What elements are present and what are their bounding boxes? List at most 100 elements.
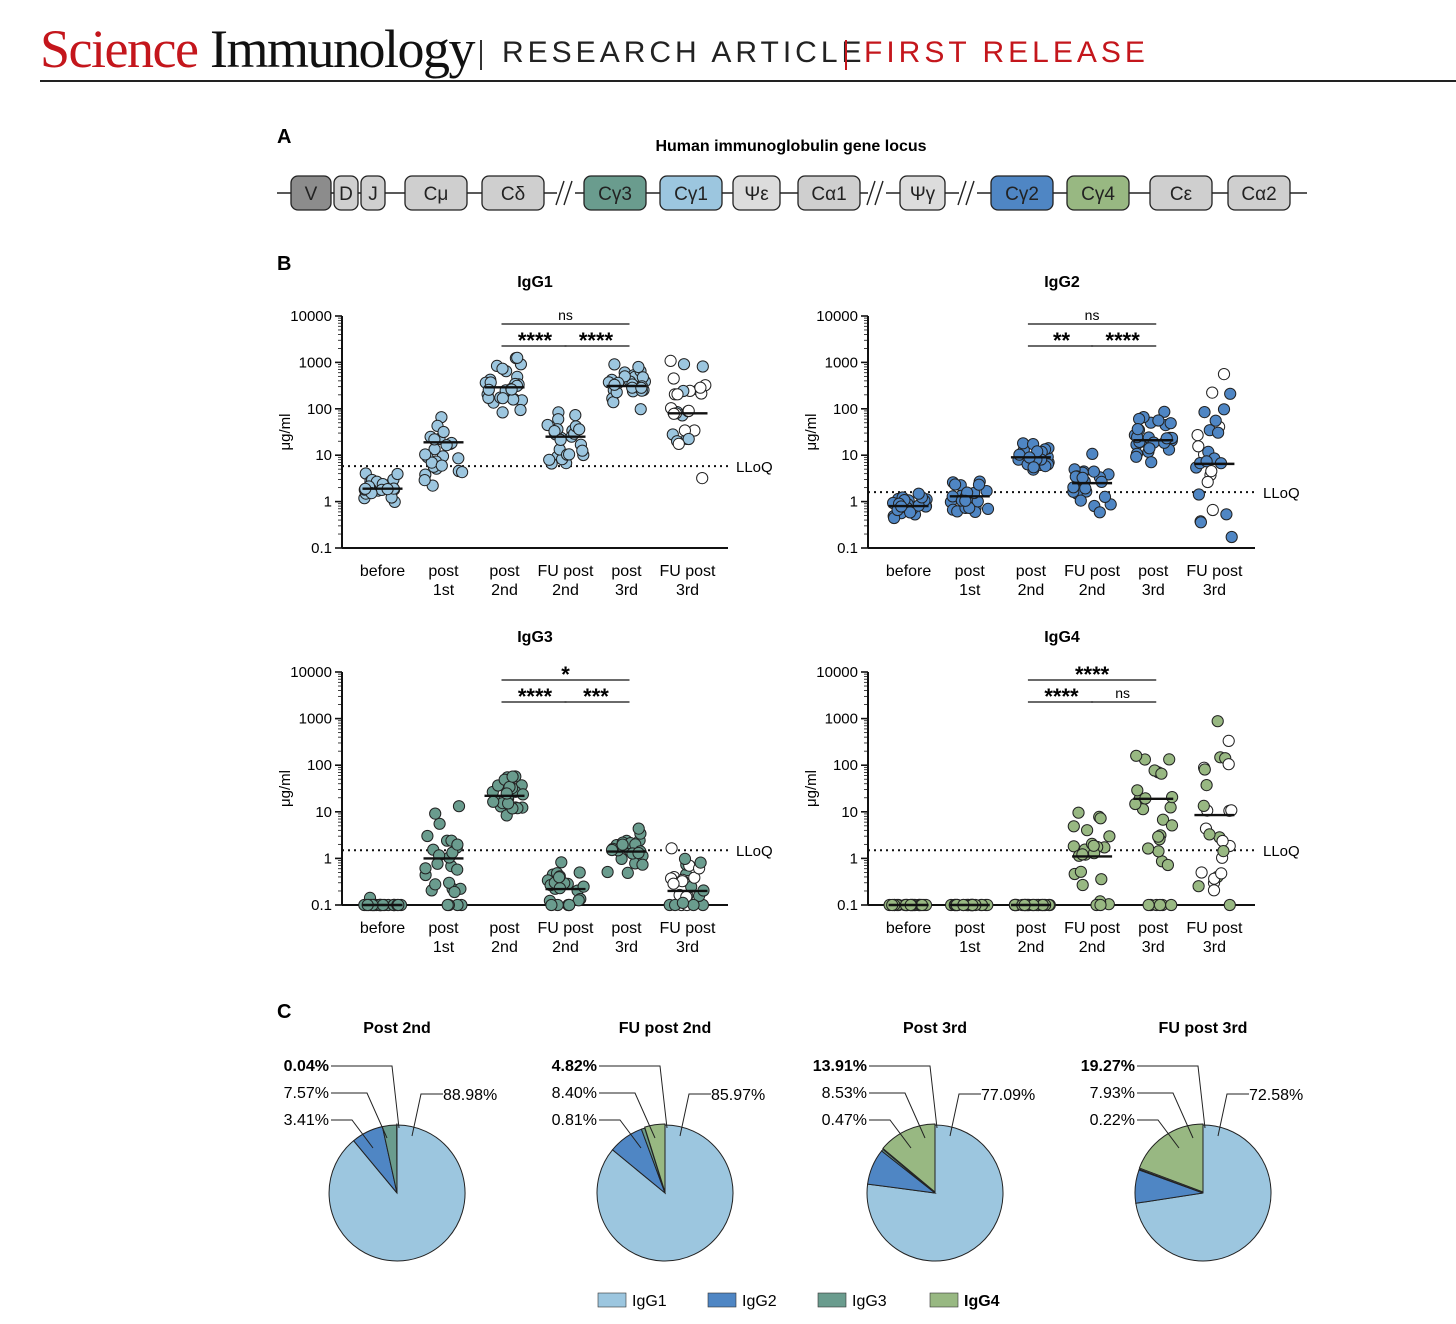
data-point (1160, 432, 1173, 445)
data-point (545, 898, 558, 912)
data-point (1155, 767, 1168, 780)
y-tick-label: 1 (850, 494, 858, 511)
data-point (1164, 801, 1177, 814)
data-point (1212, 426, 1225, 439)
data-point (1076, 878, 1089, 892)
gene-label: Cε (1170, 184, 1193, 205)
data-point (1067, 481, 1080, 494)
significance-label: **** (1106, 328, 1141, 353)
y-tick-label: 0.1 (837, 540, 858, 557)
data-point (1198, 763, 1211, 776)
gene-locus: V D J Cμ Cδ Cγ3 Cγ1 Ψε Cα1 Ψγ Cγ2 Cγ4 Cε Cα2 (277, 175, 1307, 211)
pie-leader-line (1217, 1093, 1249, 1137)
gene-label: Cγ3 (598, 184, 632, 205)
data-point (682, 432, 695, 446)
y-tick-label: 100 (833, 757, 858, 774)
data-point (1142, 842, 1155, 855)
y-tick-label: 0.1 (311, 897, 332, 914)
header-divider-red (845, 40, 847, 70)
data-point (1081, 824, 1094, 837)
data-point (569, 409, 582, 422)
data-point (418, 474, 431, 487)
data-point (496, 406, 509, 419)
data-point (1076, 471, 1089, 484)
data-point (1131, 423, 1144, 436)
x-tick-label: post (1138, 563, 1169, 580)
data-point (1217, 845, 1230, 858)
journal-name-science: Science (40, 19, 199, 79)
data-point (505, 383, 518, 396)
data-point (576, 444, 589, 457)
data-point (1198, 406, 1211, 419)
data-point (1165, 898, 1178, 912)
pie-slice-igg3 (1138, 1168, 1204, 1194)
panel-b-letter: B (277, 253, 291, 275)
data-point (607, 396, 620, 409)
panel-c-letter: C (277, 1001, 291, 1023)
data-point (616, 838, 629, 851)
x-tick-label: 1st (959, 582, 981, 599)
data-point (972, 478, 986, 491)
gene-label: D (339, 184, 353, 205)
y-tick-label: 1 (324, 494, 332, 511)
pie-slice-igg1 (866, 1124, 1004, 1262)
locus-break-mark (555, 180, 565, 206)
data-point (1079, 482, 1092, 495)
gene-label: Ψγ (910, 184, 936, 205)
data-point (1194, 516, 1208, 529)
data-point (1129, 797, 1142, 811)
lloq-label: LLoQ (1263, 843, 1300, 860)
data-point (496, 362, 509, 375)
journal-name-immunology: Immunology (210, 19, 476, 79)
data-point (1076, 848, 1089, 861)
x-tick-label: 3rd (1142, 582, 1165, 599)
data-point (682, 404, 695, 417)
x-tick-label: post (955, 920, 986, 937)
data-point (608, 378, 621, 391)
data-point (451, 863, 464, 876)
data-point (1095, 873, 1108, 886)
x-tick-label: post (611, 563, 642, 580)
data-point (1205, 465, 1218, 478)
data-point (555, 856, 568, 869)
data-point (1195, 866, 1208, 879)
pie-leader-line (599, 1119, 642, 1149)
x-tick-label: post (955, 563, 986, 580)
data-point (1074, 494, 1087, 507)
x-tick-label: 3rd (1203, 582, 1226, 599)
gene-box (1066, 175, 1130, 211)
data-point (1211, 715, 1224, 728)
x-tick-label: 1st (433, 939, 455, 956)
locus-break-gap (868, 190, 886, 196)
pie-title: FU post 2nd (619, 1020, 711, 1037)
data-point (1164, 417, 1177, 430)
data-point (1152, 414, 1165, 427)
data-point (496, 392, 509, 405)
pie-leader-line (331, 1119, 374, 1149)
journal-header: Science Immunology RESEARCH ARTICLE FIRS… (40, 14, 1456, 84)
x-tick-label: post (611, 920, 642, 937)
x-tick-label: FU post (659, 920, 716, 937)
data-point (441, 898, 454, 912)
pie-leader-line (679, 1093, 711, 1137)
data-point (1192, 440, 1205, 453)
data-point (1145, 456, 1158, 469)
gene-label: Cδ (501, 184, 525, 205)
data-point (1098, 490, 1112, 503)
y-tick-label: 10000 (816, 664, 858, 681)
x-tick-label: 2nd (1018, 939, 1045, 956)
locus-break-gap (557, 190, 575, 196)
y-axis-label: μg/ml (803, 414, 820, 451)
x-tick-label: post (428, 920, 459, 937)
pie-chart-2: FU post 2nd 85.97% 8.40% 0.81% 4.82% (552, 1020, 765, 1262)
x-tick-label: post (489, 563, 520, 580)
pie-leader-line (1137, 1065, 1206, 1129)
pie-value-label: 0.22% (1090, 1112, 1135, 1129)
data-point (696, 360, 709, 373)
data-point (1191, 429, 1204, 442)
data-point (677, 358, 691, 371)
pie-leader-line (599, 1092, 656, 1139)
y-tick-label: 10 (315, 804, 332, 821)
release-label: FIRST RELEASE (864, 36, 1149, 69)
data-point (1153, 898, 1167, 912)
